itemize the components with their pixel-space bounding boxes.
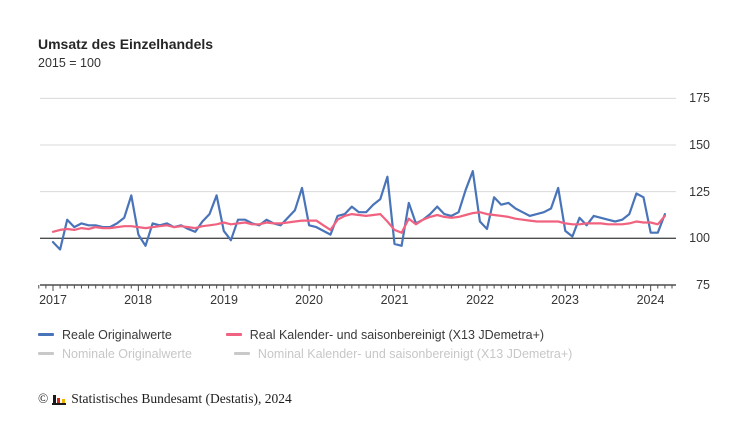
source-text: Statistisches Bundesamt (Destatis), 2024 — [71, 391, 292, 406]
legend-item-real-adjusted[interactable]: Real Kalender- und saisonbereinigt (X13 … — [225, 327, 545, 342]
chart-legend: Reale Originalwerte Real Kalender- und s… — [38, 325, 718, 363]
line-chart-plot-area — [38, 97, 676, 291]
y-tick-label: 175 — [689, 91, 710, 105]
x-tick-label: 2017 — [39, 293, 67, 307]
line-swatch-icon — [38, 352, 54, 355]
x-tick-label: 2022 — [466, 293, 494, 307]
legend-label: Nominal Kalender- und saisonbereinigt (X… — [257, 346, 573, 361]
x-tick-label: 2019 — [210, 293, 238, 307]
line-swatch-icon — [38, 333, 54, 336]
legend-label: Nominale Originalwerte — [62, 346, 192, 361]
legend-label: Reale Originalwerte — [62, 327, 172, 342]
x-tick-label: 2023 — [551, 293, 579, 307]
x-tick-label: 2021 — [380, 293, 409, 307]
y-tick-label: 150 — [689, 138, 710, 152]
legend-item-real-original[interactable]: Reale Originalwerte — [38, 328, 172, 342]
y-tick-label: 75 — [696, 278, 710, 292]
legend-label: Real Kalender- und saisonbereinigt (X13 … — [249, 327, 545, 342]
x-tick-label: 2020 — [295, 293, 323, 307]
y-tick-label: 125 — [689, 185, 710, 199]
chart-title: Umsatz des Einzelhandels — [38, 36, 214, 52]
x-tick-label: 2024 — [636, 293, 665, 307]
legend-item-nominal-adjusted-disabled[interactable]: Nominal Kalender- und saisonbereinigt (X… — [233, 346, 573, 361]
chart-subtitle: 2015 = 100 — [38, 56, 101, 70]
destatis-bar-chart-logo-icon — [52, 393, 67, 405]
y-tick-label: 100 — [689, 231, 710, 245]
copyright-symbol: © — [38, 391, 49, 406]
line-swatch-icon — [225, 333, 242, 336]
legend-item-nominal-original-disabled[interactable]: Nominale Originalwerte — [38, 347, 192, 361]
x-tick-label: 2018 — [124, 293, 152, 307]
source-attribution: © Statistisches Bundesamt (Destatis), 20… — [38, 391, 292, 407]
line-swatch-icon — [233, 352, 250, 355]
